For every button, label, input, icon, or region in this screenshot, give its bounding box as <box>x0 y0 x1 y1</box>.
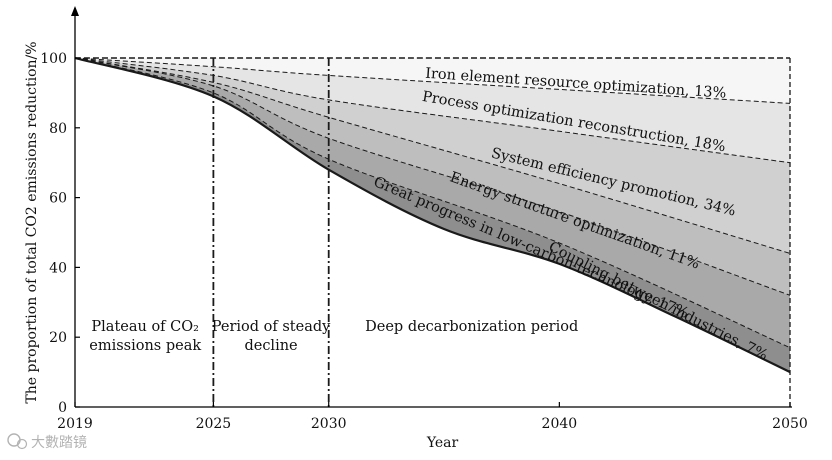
y-axis-label: The proportion of total CO2 emissions re… <box>24 41 40 403</box>
watermark-logo-icon <box>7 433 21 447</box>
boundary-line-b3 <box>74 57 791 254</box>
y-tick-label-60: 60 <box>49 191 67 207</box>
x-tick-label-2019: 2019 <box>57 416 93 432</box>
y-axis-arrow <box>71 6 79 16</box>
watermark-logo-icon-inner <box>16 438 28 450</box>
period-divider-lines <box>212 58 791 407</box>
boundary-lines <box>74 56 791 374</box>
period-label-line: Period of steady <box>212 319 331 335</box>
x-tick-label-2030: 2030 <box>311 416 347 432</box>
x-tick-label-2025: 2025 <box>196 416 232 432</box>
x-tick-label-2040: 2040 <box>542 416 578 432</box>
y-tick-label-40: 40 <box>49 260 67 276</box>
y-tick-label-100: 100 <box>40 51 67 67</box>
boundary-line-b2 <box>74 57 791 164</box>
boundary-line-b5 <box>74 57 791 349</box>
period-label-deep-decarbonization-period: Deep decarbonization period <box>365 319 578 335</box>
watermark: 大數踏镜 <box>7 433 87 450</box>
watermark-text: 大數踏镜 <box>31 434 87 450</box>
period-label-line: emissions peak <box>89 338 201 354</box>
x-tick-label-2050: 2050 <box>772 416 808 432</box>
boundary-line-b4 <box>74 57 791 296</box>
band-process-optimization-reconstruction <box>75 58 790 163</box>
y-tick-label-20: 20 <box>49 330 67 346</box>
band-coupling-between-industries <box>75 58 790 373</box>
period-label-line: Plateau of CO₂ <box>91 319 199 335</box>
x-axis-label: Year <box>426 435 459 451</box>
y-tick-label-80: 80 <box>49 121 67 137</box>
boundary-line-b1 <box>74 57 791 104</box>
period-label-line: Deep decarbonization period <box>365 319 578 335</box>
y-tick-label-0: 0 <box>58 400 67 416</box>
band-system-efficiency-promotion <box>75 58 790 254</box>
period-label-plateau-of-co2-emissions-peak: Plateau of CO₂ emissions peak <box>89 319 201 354</box>
period-label-line: decline <box>244 338 297 354</box>
period-label-period-of-steady-decline: Period of steady decline <box>212 319 331 354</box>
